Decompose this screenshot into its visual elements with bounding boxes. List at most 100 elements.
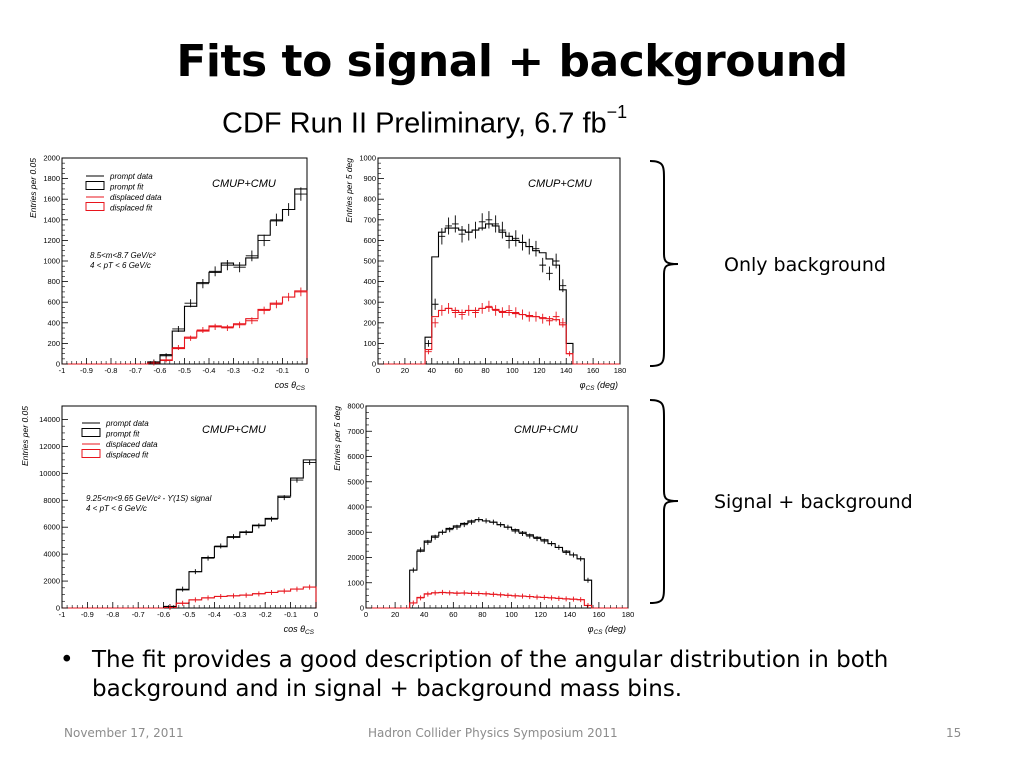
- y-axis-label: Entries per 0.05: [28, 158, 38, 218]
- y-tick-label: 2000: [43, 154, 60, 163]
- data-point: [277, 588, 291, 594]
- data-point: [196, 279, 209, 289]
- data-point: [539, 313, 547, 324]
- data-point: [547, 595, 556, 601]
- series-prompt-data: [409, 517, 592, 583]
- data-point: [303, 584, 316, 590]
- data-point: [547, 541, 556, 547]
- data-point: [172, 345, 185, 351]
- data-point: [472, 221, 479, 239]
- data-point: [425, 349, 432, 355]
- data-point: [209, 266, 222, 277]
- data-point: [431, 534, 439, 540]
- x-tick-label: 100: [506, 366, 519, 375]
- x-tick-label: 40: [420, 610, 428, 619]
- data-point: [277, 495, 291, 501]
- data-point: [416, 547, 425, 553]
- series-displaced-data: [163, 584, 316, 610]
- data-point: [270, 300, 283, 309]
- legend-entry: prompt fit: [105, 430, 140, 439]
- data-point: [559, 279, 567, 293]
- data-point: [438, 305, 446, 316]
- x-tick-label: -1: [59, 610, 66, 619]
- y-tick-label: 500: [363, 257, 376, 266]
- data-point: [552, 311, 560, 322]
- data-point: [489, 591, 497, 597]
- data-point: [552, 253, 560, 269]
- x-tick-label: 0: [364, 610, 368, 619]
- y-tick-label: 1600: [43, 195, 60, 204]
- chart-tag: CMUP+CMU: [202, 424, 266, 436]
- x-tick-label: -0.9: [80, 366, 93, 375]
- data-point: [460, 522, 468, 528]
- y-tick-label: 100: [363, 339, 376, 348]
- data-point: [512, 230, 520, 247]
- x-tick-label: -0.7: [132, 610, 145, 619]
- y-tick-label: 5000: [347, 477, 364, 486]
- data-point: [445, 302, 452, 314]
- data-point: [424, 591, 432, 597]
- data-point: [518, 593, 527, 599]
- data-point: [453, 524, 461, 530]
- data-point: [540, 594, 548, 600]
- y-tick-label: 200: [363, 318, 376, 327]
- data-point: [282, 203, 295, 216]
- data-point: [438, 529, 447, 535]
- data-point: [425, 340, 432, 347]
- y-tick-label: 6000: [347, 452, 364, 461]
- data-point: [424, 539, 432, 545]
- x-tick-label: 120: [533, 366, 546, 375]
- footer-date: November 17, 2011: [64, 726, 184, 740]
- data-point: [478, 302, 486, 314]
- y-tick-label: 1800: [43, 174, 60, 183]
- y-tick-label: 0: [360, 604, 364, 613]
- y-tick-label: 1000: [359, 154, 376, 163]
- x-tick-label: -0.6: [154, 366, 167, 375]
- data-point: [512, 307, 520, 318]
- data-point: [245, 317, 258, 325]
- y-tick-label: 1000: [347, 578, 364, 587]
- y-tick-label: 800: [47, 277, 60, 286]
- bracket-label-only-background: Only background: [724, 254, 886, 276]
- x-tick-label: -1: [59, 366, 66, 375]
- data-point: [499, 221, 506, 239]
- y-tick-label: 2000: [43, 577, 60, 586]
- data-point: [282, 292, 295, 302]
- x-tick-label: -0.9: [81, 610, 94, 619]
- series-prompt-data: [425, 211, 567, 347]
- data-point: [555, 544, 563, 550]
- x-tick-label: 60: [449, 610, 457, 619]
- data-point: [227, 593, 240, 599]
- data-point: [485, 300, 493, 312]
- data-point: [526, 594, 534, 600]
- data-point: [453, 590, 461, 596]
- y-tick-label: 7000: [347, 427, 364, 436]
- data-point: [519, 309, 526, 320]
- y-tick-label: 300: [363, 298, 376, 307]
- data-point: [577, 597, 585, 603]
- data-point: [569, 552, 578, 558]
- data-point: [559, 318, 567, 328]
- legend-entry: prompt fit: [109, 183, 144, 192]
- data-point: [562, 596, 570, 602]
- data-point: [290, 477, 304, 483]
- data-point: [221, 260, 234, 271]
- x-tick-label: -0.7: [129, 366, 142, 375]
- data-point: [533, 594, 541, 600]
- data-point: [539, 257, 547, 273]
- y-tick-label: 8000: [347, 402, 364, 411]
- data-point: [431, 298, 439, 310]
- y-tick-label: 400: [363, 277, 376, 286]
- data-point: [290, 586, 304, 592]
- data-point: [526, 533, 534, 539]
- legend-entry: displaced fit: [110, 204, 153, 213]
- data-point: [245, 250, 258, 262]
- chart-signal-phi: 0 20 40 60 80 100 120 140 160 180 0 1000 2000 3000 400…: [332, 402, 634, 637]
- data-point: [504, 524, 512, 530]
- legend-entry: displaced data: [106, 440, 158, 449]
- data-point: [532, 240, 540, 257]
- y-tick-label: 600: [47, 298, 60, 307]
- data-point: [451, 215, 459, 233]
- data-point: [431, 318, 439, 328]
- data-point: [189, 597, 202, 603]
